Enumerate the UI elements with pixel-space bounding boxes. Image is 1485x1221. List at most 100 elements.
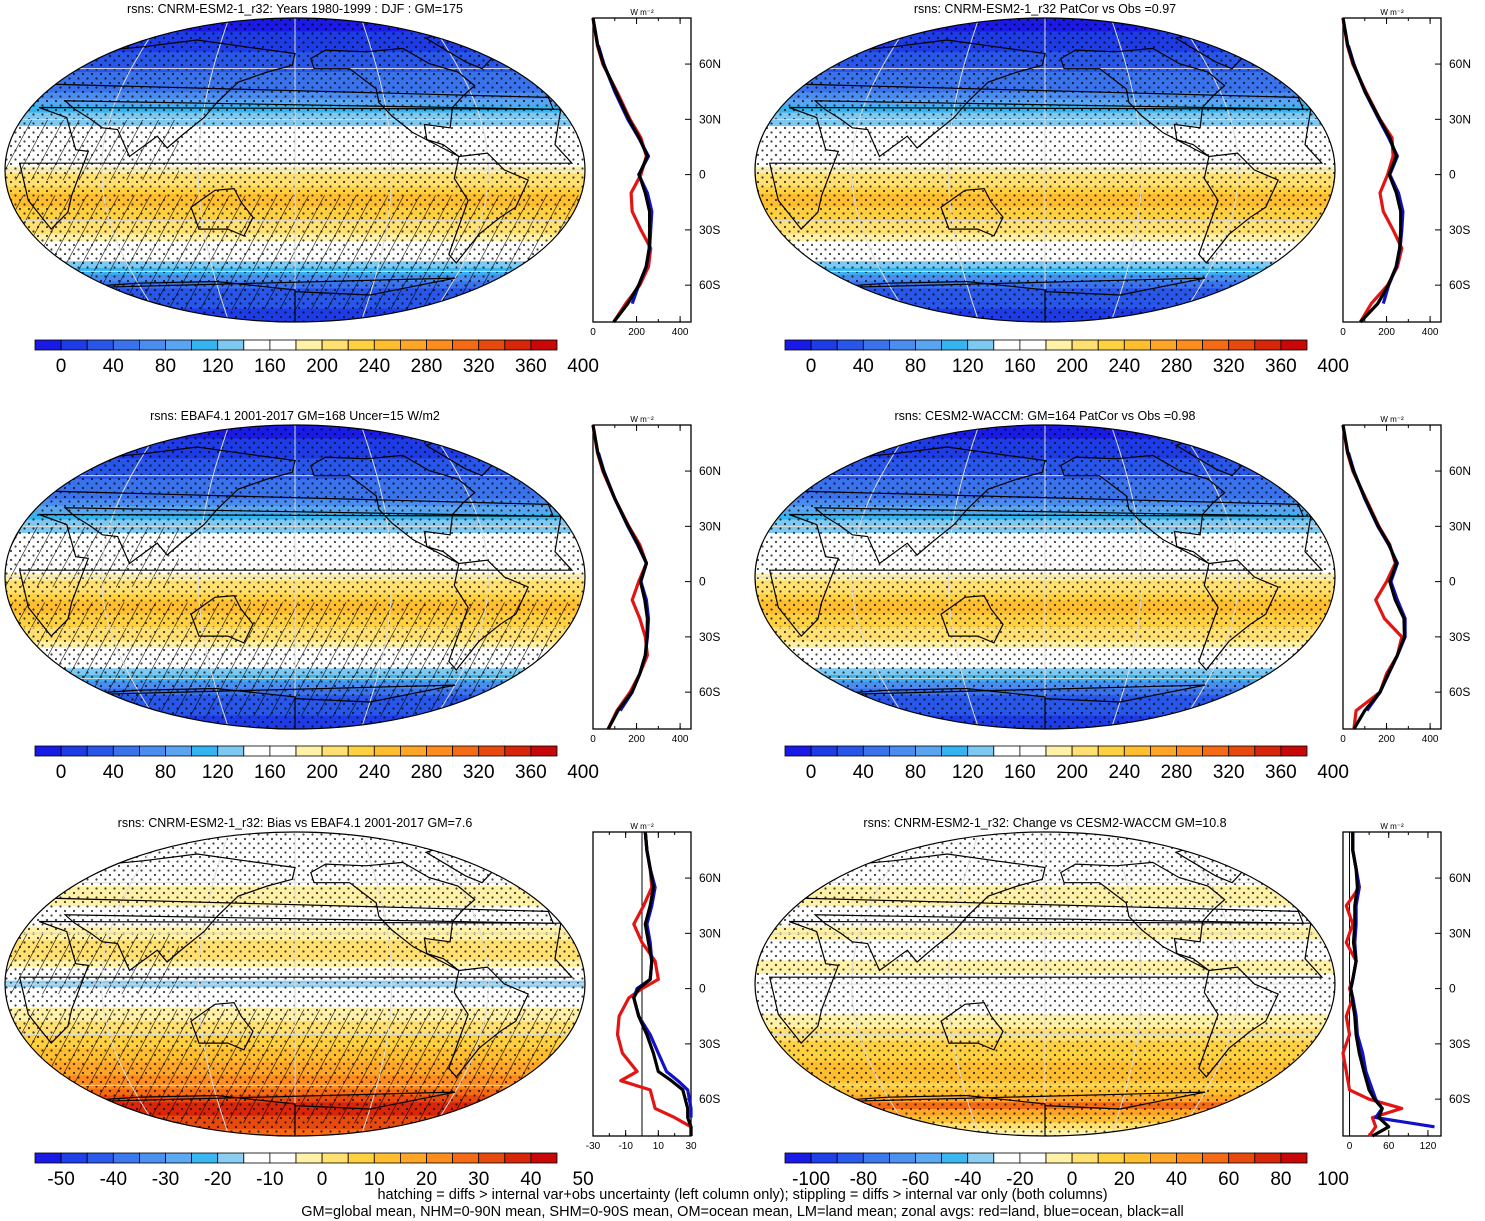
colorbar-box: [1019, 339, 1047, 351]
colorbar-tick-label: 80: [905, 356, 926, 377]
coastline-antarctica: [63, 277, 456, 322]
zonal-unit: W m⁻²: [630, 8, 654, 17]
colorbar-box: [967, 339, 995, 351]
coastline-north-america: [310, 47, 476, 158]
x-tick-label: 200: [628, 734, 645, 745]
colorbar-box: [530, 339, 558, 351]
map-border: [4, 831, 586, 1137]
coastline-north-america: [1060, 47, 1226, 158]
colorbar-box: [836, 339, 864, 351]
graticule-meridian: [1176, 425, 1239, 729]
colorbar-box: [478, 339, 506, 351]
zonal-plot-0: 0 200 400 60N 30N 0 30S 60S W m⁻²: [590, 8, 721, 338]
x-tick-label: 60: [1383, 1141, 1395, 1152]
x-tick-label: 400: [672, 327, 689, 338]
colorbar-tick-label: 40: [853, 762, 874, 783]
zonal-curve-all: [632, 831, 693, 1136]
figure-canvas: rsns: CNRM-ESM2-1_r32: Years 1980-1999 :…: [4, 2, 1471, 1190]
colorbar-box: [784, 745, 812, 757]
colorbar-box: [112, 339, 140, 351]
colorbar-box: [1071, 1152, 1099, 1164]
lat-tick-label: 60N: [699, 464, 721, 478]
colorbar-tick-label: -40: [100, 1169, 127, 1190]
colorbar-tick-label: -100: [792, 1169, 830, 1190]
colorbar-tick-label: 0: [56, 356, 67, 377]
colorbar-tick-label: 0: [56, 762, 67, 783]
map-panel-2: rsns: EBAF4.1 2001-2017 GM=168 Uncer=15 …: [4, 409, 586, 730]
map-panel-3: rsns: CESM2-WACCM: GM=164 PatCor vs Obs …: [754, 409, 1336, 730]
colorbar-box: [862, 745, 890, 757]
colorbar-box: [1202, 745, 1230, 757]
colorbar-tick-label: 20: [416, 1169, 437, 1190]
x-tick-label: 400: [672, 734, 689, 745]
graticule-meridian: [1110, 832, 1143, 1136]
lat-tick-label: 0: [1449, 168, 1456, 182]
colorbar-box: [1280, 1152, 1308, 1164]
graticule-meridian: [360, 18, 393, 322]
x-tick-label: 400: [1422, 734, 1439, 745]
colorbar-box: [165, 1152, 193, 1164]
colorbar-tick-label: 40: [1166, 1169, 1187, 1190]
coastline-south-america: [1198, 966, 1280, 1078]
zonal-curve-land: [615, 831, 693, 1136]
colorbar-tick-label: 360: [1265, 762, 1297, 783]
colorbar-box: [321, 1152, 349, 1164]
lat-tick-label: 30S: [1449, 223, 1470, 237]
colorbar-box: [347, 1152, 375, 1164]
colorbar-tick-label: 60: [1218, 1169, 1239, 1190]
colorbar-box: [478, 745, 506, 757]
lat-tick-label: 60N: [1449, 57, 1471, 71]
colorbar-tick-label: -10: [256, 1169, 283, 1190]
colorbar-tick-label: 10: [364, 1169, 385, 1190]
lat-tick-label: 60N: [1449, 871, 1471, 885]
colorbar-tick-label: 80: [905, 762, 926, 783]
map-border: [4, 17, 586, 323]
colorbar-3: 0 40 80 120 160 200 240 280 320 360 400: [784, 745, 1349, 783]
colorbar-1: 0 40 80 120 160 200 240 280 320 360 400: [784, 339, 1349, 377]
colorbar-box: [504, 1152, 532, 1164]
lat-tick-label: 30N: [1449, 926, 1471, 940]
x-tick-label: 120: [1420, 1141, 1437, 1152]
colorbar-tick-label: 30: [468, 1169, 489, 1190]
x-tick-label: 0: [1340, 327, 1346, 338]
colorbar-box: [191, 339, 219, 351]
x-tick-label: 400: [1422, 327, 1439, 338]
colorbar-tick-label: -40: [954, 1169, 981, 1190]
lat-tick-label: 0: [1449, 982, 1456, 996]
graticule-meridian: [851, 18, 914, 322]
zonal-unit: W m⁻²: [1380, 822, 1404, 831]
coastline-south-america: [448, 559, 530, 671]
colorbar-box: [784, 1152, 812, 1164]
coastline-south-america: [448, 152, 530, 264]
lat-tick-label: 30N: [699, 519, 721, 533]
coastline-africa: [768, 106, 1324, 231]
colorbar-tick-label: 80: [155, 762, 176, 783]
lat-tick-label: 0: [1449, 575, 1456, 589]
lat-tick-label: 60S: [1449, 1092, 1470, 1106]
lat-tick-label: 60S: [1449, 278, 1470, 292]
colorbar-box: [269, 745, 297, 757]
map-border: [754, 831, 1336, 1137]
colorbar-box: [1045, 745, 1073, 757]
colorbar-2: 0 40 80 120 160 200 240 280 320 360 400: [34, 745, 599, 783]
coastline-africa: [18, 920, 574, 1045]
x-tick-label: 0: [1340, 734, 1346, 745]
colorbar-box: [784, 339, 812, 351]
lat-tick-label: 60S: [699, 1092, 720, 1106]
colorbar-box: [138, 339, 166, 351]
colorbar-box: [1280, 339, 1308, 351]
coastline-north-america: [310, 861, 476, 972]
colorbar-box: [1071, 745, 1099, 757]
colorbar-box: [269, 339, 297, 351]
graticule-meridian: [1110, 425, 1143, 729]
colorbar-tick-label: 280: [411, 762, 443, 783]
colorbar-tick-label: 160: [254, 356, 286, 377]
lat-tick-label: 60N: [1449, 464, 1471, 478]
colorbar-box: [915, 339, 943, 351]
colorbar-tick-label: 160: [1004, 762, 1036, 783]
colorbar-box: [217, 1152, 245, 1164]
map-panel-1: rsns: CNRM-ESM2-1_r32 PatCor vs Obs =0.9…: [754, 2, 1336, 323]
colorbar-box: [993, 745, 1021, 757]
graticule-meridian: [851, 425, 914, 729]
colorbar-box: [1280, 745, 1308, 757]
